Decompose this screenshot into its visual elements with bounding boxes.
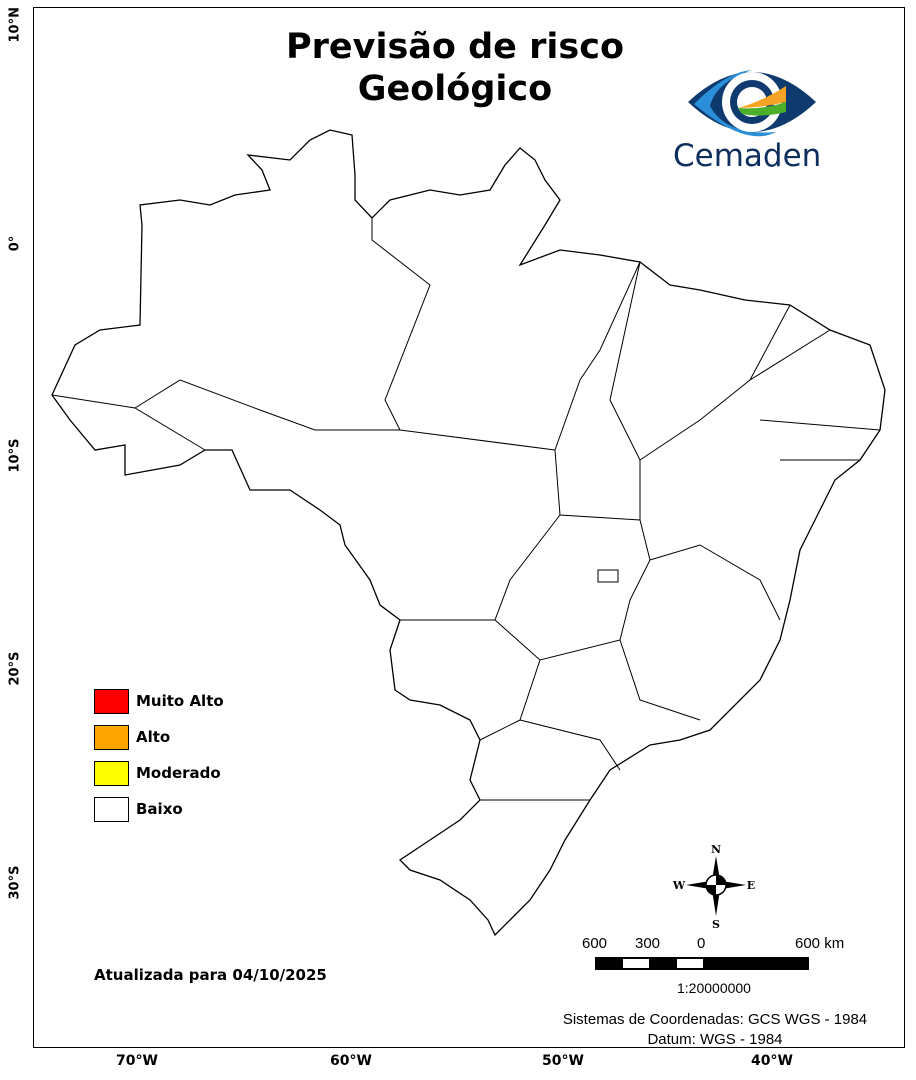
title-line: Previsão de risco <box>285 27 624 67</box>
scale-bar <box>595 957 809 970</box>
legend-item-alto: Alto <box>94 719 224 755</box>
compass-rose-icon: N S W E <box>672 843 755 931</box>
map-title: Previsão de risco Geológico <box>250 26 660 110</box>
legend-item-moderado: Moderado <box>94 755 224 791</box>
legend-swatch <box>94 796 129 822</box>
legend-item-muito-alto: Muito Alto <box>94 683 224 719</box>
compass-s: S <box>712 918 720 931</box>
scale-label: 600 km <box>795 935 845 952</box>
legend-label: Alto <box>136 728 171 746</box>
legend-swatch <box>94 724 129 750</box>
legend-label: Baixo <box>136 800 183 818</box>
compass-w: W <box>672 879 686 892</box>
lon-label: 60°W <box>330 1053 372 1069</box>
lon-label: 40°W <box>751 1053 793 1069</box>
legend-item-baixo: Baixo <box>94 791 224 827</box>
updated-date: Atualizada para 04/10/2025 <box>94 966 327 984</box>
lon-label: 50°W <box>542 1053 584 1069</box>
legend-swatch <box>94 688 129 714</box>
legend: Muito Alto Alto Moderado Baixo <box>94 683 224 827</box>
map-frame <box>33 7 905 1048</box>
legend-label: Moderado <box>136 764 221 782</box>
title-line: Geológico <box>357 69 553 109</box>
crs-text: Sistemas de Coordenadas: GCS WGS - 1984 <box>562 1011 868 1028</box>
scale-label: 0 <box>697 935 706 952</box>
scale-label: 300 <box>635 935 661 952</box>
compass-n: N <box>711 843 721 856</box>
datum-text: Datum: WGS - 1984 <box>647 1031 783 1048</box>
compass-e: E <box>747 879 755 892</box>
logo-text: Cemaden <box>673 138 822 174</box>
state-boundaries <box>51 218 881 801</box>
brazil-outline <box>51 129 886 937</box>
cemaden-logo <box>688 70 816 137</box>
lon-label: 70°W <box>116 1053 158 1069</box>
legend-swatch <box>94 760 129 786</box>
legend-label: Muito Alto <box>136 692 224 710</box>
scale-ratio: 1:20000000 <box>677 980 751 996</box>
scale-label: 600 <box>582 935 608 952</box>
